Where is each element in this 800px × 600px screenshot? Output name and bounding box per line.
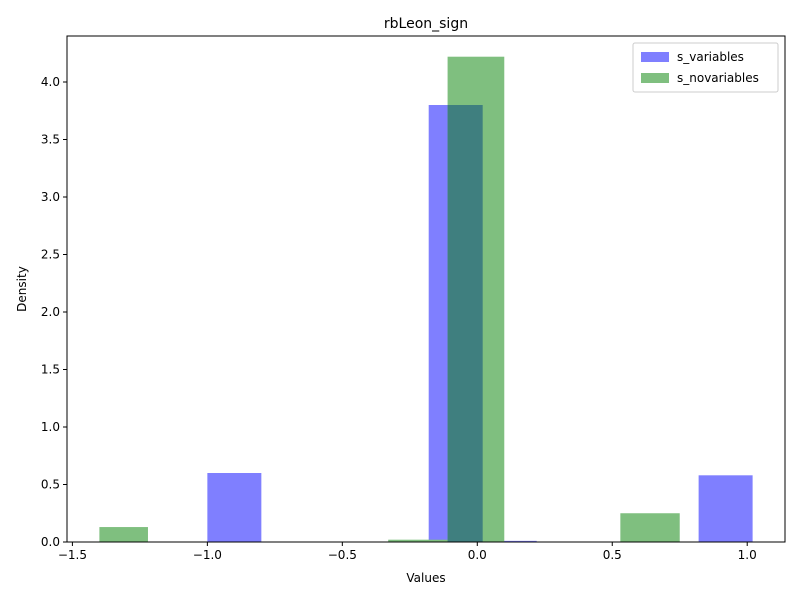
- y-tick-label: 1.5: [41, 363, 60, 377]
- x-tick-label: 0.5: [603, 548, 622, 562]
- legend-label-s-novariables: s_novariables: [677, 71, 759, 85]
- bar-s-novariables-1: [388, 539, 448, 542]
- x-tick-label: −0.5: [328, 548, 357, 562]
- bar-s-novariables-0: [99, 527, 148, 542]
- y-tick-label: 3.5: [41, 133, 60, 147]
- plot-frame: [66, 35, 786, 543]
- x-axis-title: Values: [406, 571, 445, 585]
- x-tick-label: −1.0: [193, 548, 222, 562]
- y-tick-label: 0.5: [41, 478, 60, 492]
- y-tick-label: 2.5: [41, 248, 60, 262]
- y-tick-label: 0.0: [41, 535, 60, 549]
- y-tick-label: 3.0: [41, 190, 60, 204]
- bar-s-variables-2: [482, 540, 537, 542]
- bar-s-variables-0: [207, 473, 262, 542]
- legend: s_variables s_novariables: [632, 42, 779, 93]
- y-tick-label: 4.0: [41, 75, 60, 89]
- x-axis-ticks: −1.5 −1.0 −0.5 0.0 0.5 1.0: [58, 542, 757, 562]
- legend-box: [632, 42, 779, 93]
- y-axis-title: Density: [15, 266, 29, 312]
- y-axis-ticks: 0.0 0.5 1.0 1.5 2.0 2.5 3.0 3.5 4.0: [41, 75, 67, 549]
- legend-label-s-variables: s_variables: [677, 50, 744, 64]
- legend-swatch-s-novariables: [641, 73, 669, 83]
- chart-title: rbLeon_sign: [384, 16, 468, 32]
- legend-swatch-s-variables: [641, 52, 669, 62]
- y-tick-label: 2.0: [41, 305, 60, 319]
- bar-s-variables-3: [698, 475, 753, 542]
- bar-overlap-1-2: [447, 105, 483, 542]
- bars-layer: [99, 56, 753, 542]
- x-tick-label: 1.0: [738, 548, 757, 562]
- x-tick-label: −1.5: [58, 548, 87, 562]
- x-tick-label: 0.0: [468, 548, 487, 562]
- bar-s-novariables-3: [620, 513, 680, 542]
- y-tick-label: 1.0: [41, 420, 60, 434]
